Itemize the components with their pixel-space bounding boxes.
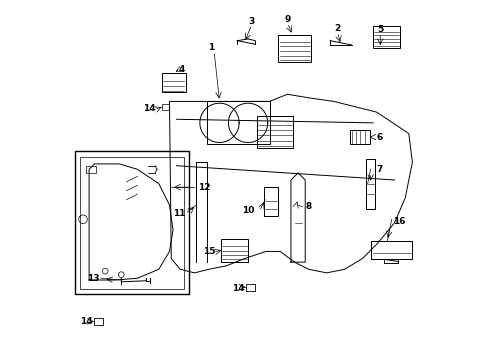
Bar <box>162 73 185 93</box>
Text: 5: 5 <box>376 25 383 34</box>
Text: 14: 14 <box>80 317 93 326</box>
Bar <box>80 157 183 289</box>
Text: 13: 13 <box>87 274 100 283</box>
Bar <box>206 102 269 144</box>
Text: 9: 9 <box>284 15 290 24</box>
Bar <box>365 158 374 208</box>
Bar <box>372 26 399 48</box>
Bar <box>257 116 292 148</box>
Text: 1: 1 <box>208 43 214 52</box>
Bar <box>85 166 96 173</box>
Bar <box>162 104 169 111</box>
Text: 11: 11 <box>173 209 185 218</box>
Text: 10: 10 <box>241 206 254 215</box>
Bar <box>245 284 254 291</box>
Text: 15: 15 <box>203 247 215 256</box>
Text: 16: 16 <box>392 217 405 226</box>
Bar <box>75 152 189 294</box>
Text: 14: 14 <box>231 284 244 293</box>
Bar <box>94 318 102 325</box>
Text: 12: 12 <box>198 183 210 192</box>
Text: 4: 4 <box>179 65 185 74</box>
Text: 8: 8 <box>305 202 311 211</box>
Text: 2: 2 <box>334 24 340 33</box>
Text: 3: 3 <box>248 17 254 26</box>
Text: 6: 6 <box>376 132 382 141</box>
Bar <box>221 239 247 262</box>
Text: 7: 7 <box>376 165 382 174</box>
Text: 14: 14 <box>143 104 156 113</box>
Bar <box>278 35 310 62</box>
Bar <box>349 130 369 144</box>
